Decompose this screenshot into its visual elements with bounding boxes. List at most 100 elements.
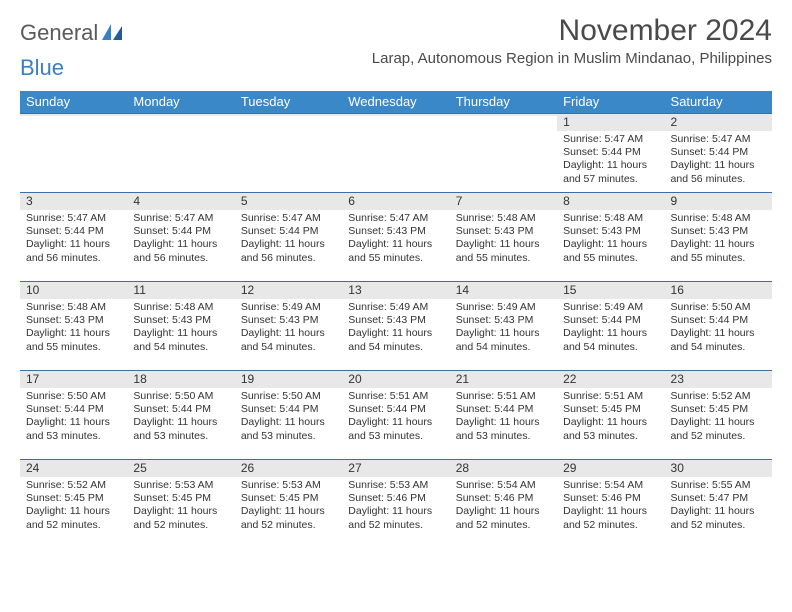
day-details: Sunrise: 5:53 AMSunset: 5:45 PMDaylight:… (235, 477, 342, 536)
day-number-row: 24 (20, 460, 127, 477)
daylight-text: Daylight: 11 hours and 53 minutes. (348, 416, 443, 442)
day-number: 21 (456, 372, 469, 386)
day-cell: 29Sunrise: 5:54 AMSunset: 5:46 PMDayligh… (557, 460, 664, 548)
daylight-text: Daylight: 11 hours and 52 minutes. (241, 505, 336, 531)
sunset-text: Sunset: 5:44 PM (563, 314, 658, 327)
day-details: Sunrise: 5:49 AMSunset: 5:43 PMDaylight:… (235, 299, 342, 358)
day-details: Sunrise: 5:54 AMSunset: 5:46 PMDaylight:… (557, 477, 664, 536)
day-number: 24 (26, 461, 39, 475)
sunrise-text: Sunrise: 5:52 AM (26, 479, 121, 492)
day-details: Sunrise: 5:47 AMSunset: 5:44 PMDaylight:… (127, 210, 234, 269)
sunrise-text: Sunrise: 5:51 AM (563, 390, 658, 403)
day-details: Sunrise: 5:47 AMSunset: 5:44 PMDaylight:… (20, 210, 127, 269)
day-number-row: 10 (20, 282, 127, 299)
day-cell: 23Sunrise: 5:52 AMSunset: 5:45 PMDayligh… (665, 371, 772, 459)
day-cell: 5Sunrise: 5:47 AMSunset: 5:44 PMDaylight… (235, 193, 342, 281)
day-cell (342, 114, 449, 192)
sunrise-text: Sunrise: 5:49 AM (241, 301, 336, 314)
day-number-row (127, 114, 234, 116)
day-cell: 30Sunrise: 5:55 AMSunset: 5:47 PMDayligh… (665, 460, 772, 548)
day-cell: 18Sunrise: 5:50 AMSunset: 5:44 PMDayligh… (127, 371, 234, 459)
location-text: Larap, Autonomous Region in Muslim Minda… (372, 50, 772, 67)
day-number: 28 (456, 461, 469, 475)
daylight-text: Daylight: 11 hours and 52 minutes. (671, 505, 766, 531)
sunset-text: Sunset: 5:43 PM (241, 314, 336, 327)
daylight-text: Daylight: 11 hours and 57 minutes. (563, 159, 658, 185)
day-number-row (235, 114, 342, 116)
daylight-text: Daylight: 11 hours and 53 minutes. (456, 416, 551, 442)
day-number: 7 (456, 194, 463, 208)
day-number: 12 (241, 283, 254, 297)
day-details: Sunrise: 5:51 AMSunset: 5:45 PMDaylight:… (557, 388, 664, 447)
sunset-text: Sunset: 5:46 PM (563, 492, 658, 505)
day-number-row (20, 114, 127, 116)
day-details: Sunrise: 5:47 AMSunset: 5:44 PMDaylight:… (557, 131, 664, 190)
day-details: Sunrise: 5:49 AMSunset: 5:44 PMDaylight:… (557, 299, 664, 358)
day-number-row: 28 (450, 460, 557, 477)
day-number-row (342, 114, 449, 116)
day-number: 17 (26, 372, 39, 386)
sunset-text: Sunset: 5:44 PM (133, 225, 228, 238)
day-cell: 17 Sunrise: 5:50 AMSunset: 5:44 PMDayligh… (20, 371, 127, 459)
daylight-text: Daylight: 11 hours and 55 minutes. (348, 238, 443, 264)
day-details: Sunrise: 5:52 AMSunset: 5:45 PMDaylight:… (20, 477, 127, 536)
day-number: 10 (26, 283, 39, 297)
day-details: Sunrise: 5:47 AMSunset: 5:44 PMDaylight:… (665, 131, 772, 190)
sunset-text: Sunset: 5:45 PM (671, 403, 766, 416)
day-details: Sunrise: 5:51 AMSunset: 5:44 PMDaylight:… (342, 388, 449, 447)
month-title: November 2024 (372, 14, 772, 48)
day-number-row: 8 (557, 193, 664, 210)
day-number-row: 14 (450, 282, 557, 299)
day-number-row: 30 (665, 460, 772, 477)
daylight-text: Daylight: 11 hours and 54 minutes. (563, 327, 658, 353)
daylight-text: Daylight: 11 hours and 55 minutes. (671, 238, 766, 264)
daylight-text: Daylight: 11 hours and 56 minutes. (241, 238, 336, 264)
day-number: 9 (671, 194, 678, 208)
daylight-text: Daylight: 11 hours and 55 minutes. (563, 238, 658, 264)
calendar-grid: Sunday Monday Tuesday Wednesday Thursday… (20, 91, 772, 548)
day-cell: 19Sunrise: 5:50 AMSunset: 5:44 PMDayligh… (235, 371, 342, 459)
daylight-text: Daylight: 11 hours and 54 minutes. (671, 327, 766, 353)
daylight-text: Daylight: 11 hours and 52 minutes. (133, 505, 228, 531)
sunrise-text: Sunrise: 5:47 AM (563, 133, 658, 146)
day-details: Sunrise: 5:49 AMSunset: 5:43 PMDaylight:… (450, 299, 557, 358)
day-number: 18 (133, 372, 146, 386)
sunrise-text: Sunrise: 5:50 AM (241, 390, 336, 403)
day-details: Sunrise: 5:48 AMSunset: 5:43 PMDaylight:… (20, 299, 127, 358)
dayhead-thu: Thursday (450, 91, 557, 113)
day-details: Sunrise: 5:50 AMSunset: 5:44 PMDaylight:… (235, 388, 342, 447)
day-number-row: 5 (235, 193, 342, 210)
week-row: 10Sunrise: 5:48 AMSunset: 5:43 PMDayligh… (20, 281, 772, 370)
sunrise-text: Sunrise: 5:48 AM (26, 301, 121, 314)
sunrise-text: Sunrise: 5:47 AM (671, 133, 766, 146)
sunset-text: Sunset: 5:44 PM (26, 225, 121, 238)
day-cell: 2Sunrise: 5:47 AMSunset: 5:44 PMDaylight… (665, 114, 772, 192)
sunrise-text: Sunrise: 5:52 AM (671, 390, 766, 403)
day-number-row: 22 (557, 371, 664, 388)
day-cell: 28Sunrise: 5:54 AMSunset: 5:46 PMDayligh… (450, 460, 557, 548)
daylight-text: Daylight: 11 hours and 56 minutes. (671, 159, 766, 185)
dayhead-mon: Monday (127, 91, 234, 113)
sunset-text: Sunset: 5:44 PM (563, 146, 658, 159)
sunset-text: Sunset: 5:43 PM (563, 225, 658, 238)
logo-text-blue: Blue (20, 55, 64, 81)
day-cell (20, 114, 127, 192)
sunset-text: Sunset: 5:44 PM (671, 314, 766, 327)
day-number-row: 18 (127, 371, 234, 388)
day-cell: 10 Sunrise: 5:48 AMSunset: 5:43 PMDayligh… (20, 282, 127, 370)
day-details: Sunrise: 5:48 AMSunset: 5:43 PMDaylight:… (450, 210, 557, 269)
daylight-text: Daylight: 11 hours and 52 minutes. (563, 505, 658, 531)
daylight-text: Daylight: 11 hours and 53 minutes. (563, 416, 658, 442)
week-row: 3Sunrise: 5:47 AMSunset: 5:44 PMDaylight… (20, 192, 772, 281)
day-cell: 7 Sunrise: 5:48 AMSunset: 5:43 PMDaylight… (450, 193, 557, 281)
day-details: Sunrise: 5:48 AMSunset: 5:43 PMDaylight:… (127, 299, 234, 358)
day-number: 4 (133, 194, 140, 208)
day-number-row: 3 (20, 193, 127, 210)
daylight-text: Daylight: 11 hours and 56 minutes. (26, 238, 121, 264)
day-number-row: 9 (665, 193, 772, 210)
sunset-text: Sunset: 5:46 PM (456, 492, 551, 505)
sunrise-text: Sunrise: 5:51 AM (348, 390, 443, 403)
day-number-row: 29 (557, 460, 664, 477)
day-cell: 15Sunrise: 5:49 AMSunset: 5:44 PMDayligh… (557, 282, 664, 370)
day-details: Sunrise: 5:50 AMSunset: 5:44 PMDaylight:… (20, 388, 127, 447)
